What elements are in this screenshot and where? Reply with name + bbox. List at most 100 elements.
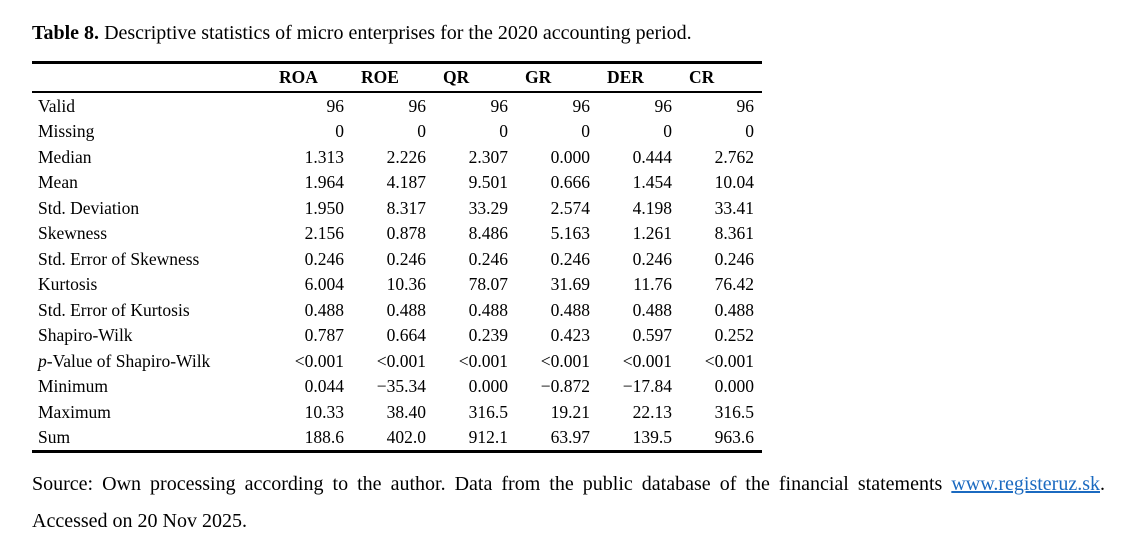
corner-cell bbox=[32, 62, 270, 93]
table-cell: −35.34 bbox=[376, 376, 426, 396]
table-cell: 0.488 bbox=[386, 299, 426, 320]
table-row: Std. Error of Kurtosis 0.488 0.488 0.488 0.4… bbox=[32, 297, 762, 323]
table-cell: −17.84 bbox=[622, 376, 672, 396]
table-cell: 96 bbox=[490, 95, 509, 116]
table-caption-text: Descriptive statistics of micro enterpri… bbox=[99, 22, 692, 44]
table-row: Std. Error of Skewness 0.246 0.246 0.246 0.2… bbox=[32, 246, 762, 272]
table-cell: 0 bbox=[745, 121, 754, 141]
row-label: Sum bbox=[38, 427, 71, 447]
table-cell: 8.317 bbox=[386, 197, 426, 218]
table-row: Minimum 0.044 −35.34 0.000 −0.872 −17.84 0.000 bbox=[32, 374, 762, 400]
table-cell: 31.69 bbox=[550, 274, 590, 294]
table-cell: 0 bbox=[499, 121, 508, 141]
table-cell: 8.361 bbox=[714, 223, 754, 243]
column-header-qr: QR bbox=[434, 62, 516, 93]
table-cell: <0.001 bbox=[294, 350, 344, 371]
column-header-roa: ROA bbox=[270, 62, 352, 93]
row-label: Median bbox=[38, 146, 92, 167]
table-cell: 0.423 bbox=[550, 325, 590, 345]
table-cell: 0.246 bbox=[632, 248, 672, 269]
table-cell: 96 bbox=[408, 95, 427, 116]
column-header-gr: GR bbox=[516, 62, 598, 93]
table-cell: 0.246 bbox=[304, 248, 344, 269]
table-cell: 912.1 bbox=[468, 427, 508, 447]
row-label: Maximum bbox=[38, 401, 111, 422]
table-row: Median 1.313 2.226 2.307 0.000 0.444 2.762 bbox=[32, 144, 762, 170]
registeruz-link[interactable]: www.registeruz.sk bbox=[951, 473, 1100, 495]
source-note-text: Source: Own processing according to the … bbox=[32, 473, 952, 495]
row-label: Shapiro-Wilk bbox=[38, 325, 133, 345]
table-cell: 0.488 bbox=[714, 299, 754, 320]
table-cell: 0.246 bbox=[550, 248, 590, 269]
source-note: Source: Own processing according to the … bbox=[32, 466, 1105, 540]
table-cell: 96 bbox=[326, 95, 345, 116]
table-cell: 33.41 bbox=[714, 197, 754, 218]
table-cell: 9.501 bbox=[468, 172, 508, 192]
table-cell: 0.787 bbox=[304, 325, 344, 345]
table-cell: 0.597 bbox=[632, 325, 672, 345]
table-row: p-Value of Shapiro-Wilk <0.001 <0.001 <0.00… bbox=[32, 348, 762, 374]
table-cell: 0.488 bbox=[468, 299, 508, 320]
table-cell: 33.29 bbox=[468, 197, 508, 218]
table-cell: 96 bbox=[654, 95, 673, 116]
page: Table 8. Descriptive statistics of micro… bbox=[32, 20, 1105, 540]
table-cell: 139.5 bbox=[632, 427, 672, 447]
table-cell: 10.36 bbox=[386, 274, 426, 294]
row-label: Missing bbox=[38, 121, 95, 141]
table-cell: 0.239 bbox=[468, 325, 508, 345]
table-row: Kurtosis 6.004 10.36 78.07 31.69 11.76 76.42 bbox=[32, 272, 762, 298]
table-cell: 0 bbox=[663, 121, 672, 141]
row-label: Skewness bbox=[38, 223, 108, 243]
table-cell: 188.6 bbox=[304, 427, 344, 447]
row-label: Std. Error of Skewness bbox=[38, 248, 200, 269]
table-cell: 2.226 bbox=[386, 146, 426, 167]
table-cell: 63.97 bbox=[550, 427, 590, 447]
table-cell: 0 bbox=[335, 121, 344, 141]
table-cell: 0 bbox=[417, 121, 426, 141]
table-cell: 4.198 bbox=[632, 197, 672, 218]
table-cell: 4.187 bbox=[386, 172, 426, 192]
table-cell: 6.004 bbox=[304, 274, 344, 294]
table-cell: 402.0 bbox=[386, 427, 426, 447]
table-cell: 0.000 bbox=[714, 376, 754, 396]
table-cell: 0.488 bbox=[550, 299, 590, 320]
table-cell: 19.21 bbox=[550, 401, 590, 422]
table-cell: 5.163 bbox=[550, 223, 590, 243]
table-cell: <0.001 bbox=[704, 350, 754, 371]
table-cell: 10.33 bbox=[304, 401, 344, 422]
table-cell: 1.964 bbox=[304, 172, 344, 192]
table-header-row: ROA ROE QR GR DER CR bbox=[32, 62, 762, 93]
table-row: Skewness 2.156 0.878 8.486 5.163 1.261 8.361 bbox=[32, 221, 762, 247]
table-cell: 1.950 bbox=[304, 197, 344, 218]
table-cell: 0 bbox=[581, 121, 590, 141]
table-cell: 2.307 bbox=[468, 146, 508, 167]
table-cell: 316.5 bbox=[468, 401, 508, 422]
table-cell: 0.246 bbox=[714, 248, 754, 269]
table-cell: 1.454 bbox=[632, 172, 672, 192]
row-label: p-Value of Shapiro-Wilk bbox=[38, 350, 211, 371]
table-body: Valid 96 96 96 96 96 96 Missing 0 0 0 0 0 0 Median 1.31… bbox=[32, 92, 762, 452]
table-cell: 8.486 bbox=[468, 223, 508, 243]
table-cell: <0.001 bbox=[540, 350, 590, 371]
table-caption: Table 8. Descriptive statistics of micro… bbox=[32, 20, 1105, 46]
descriptive-statistics-table: ROA ROE QR GR DER CR Valid 96 96 96 96 96 96 Missing… bbox=[32, 61, 762, 453]
table-cell: 2.156 bbox=[304, 223, 344, 243]
row-label: Mean bbox=[38, 172, 78, 192]
table-cell: 0.246 bbox=[468, 248, 508, 269]
table-row: Mean 1.964 4.187 9.501 0.666 1.454 10.04 bbox=[32, 170, 762, 196]
table-cell: 96 bbox=[736, 95, 755, 116]
row-label: Minimum bbox=[38, 376, 109, 396]
row-label: Std. Error of Kurtosis bbox=[38, 299, 190, 320]
column-header-cr: CR bbox=[680, 62, 762, 93]
table-cell: <0.001 bbox=[622, 350, 672, 371]
table-row: Shapiro-Wilk 0.787 0.664 0.239 0.423 0.597 0.2… bbox=[32, 323, 762, 349]
table-cell: 2.574 bbox=[550, 197, 590, 218]
table-cell: 0.488 bbox=[304, 299, 344, 320]
table-cell: 0.878 bbox=[386, 223, 426, 243]
table-cell: 76.42 bbox=[714, 274, 754, 294]
table-cell: 11.76 bbox=[633, 274, 672, 294]
table-cell: 0.000 bbox=[550, 146, 590, 167]
table-cell: 10.04 bbox=[714, 172, 754, 192]
table-cell: <0.001 bbox=[458, 350, 508, 371]
table-cell: 0.000 bbox=[468, 376, 508, 396]
